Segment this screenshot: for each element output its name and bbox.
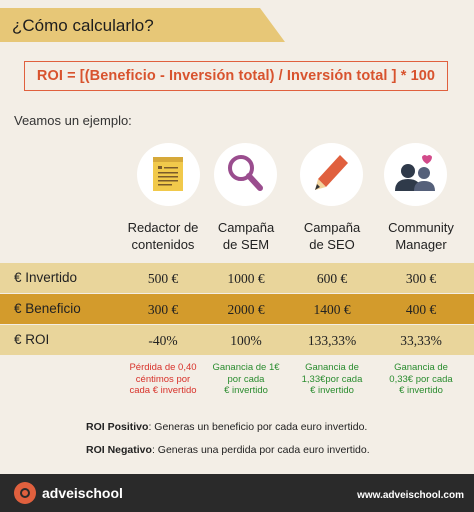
adveischool-logo-icon	[14, 482, 36, 504]
table-cell: -40%	[148, 333, 178, 348]
table-cell: 300 €	[147, 302, 179, 317]
note-community: Ganancia de 0,33€ por cada € invertido	[389, 362, 453, 396]
table-row-invertido: € Invertido 500 € 1000 € 600 € 300 €	[0, 263, 474, 293]
row-label: € ROI	[14, 332, 50, 347]
footer-brand: adveischool	[42, 485, 123, 501]
table-cell: 133,33%	[307, 333, 357, 348]
row-label: € Invertido	[14, 270, 78, 285]
note-sem: Ganancia de 1€ por cada € invertido	[212, 362, 280, 396]
roi-negative-explanation: ROI Negativo: Generas una perdida por ca…	[86, 444, 370, 456]
page-title: ¿Cómo calcularlo?	[12, 16, 154, 35]
row-label: € Beneficio	[14, 301, 81, 316]
column-header-redactor: Redactor de contenidos	[127, 220, 199, 252]
table-cell: 100%	[230, 333, 262, 348]
table-row-beneficio: € Beneficio 300 € 2000 € 1400 € 400 €	[0, 294, 474, 324]
table-cell: 33,33%	[400, 333, 442, 348]
column-header-sem: Campaña de SEM	[217, 220, 275, 252]
table-cell: 500 €	[147, 271, 179, 286]
table-cell: 1400 €	[313, 302, 351, 317]
table-row-roi: € ROI -40% 100% 133,33% 33,33%	[0, 325, 474, 355]
intro-text: Veamos un ejemplo:	[14, 113, 132, 128]
note-redactor: Pérdida de 0,40 céntimos por cada € inve…	[129, 362, 197, 396]
title-banner: ¿Cómo calcularlo?	[0, 8, 285, 42]
footer: adveischool www.adveischool.com	[0, 474, 474, 512]
magnifier-icon	[214, 143, 277, 206]
table-cell: 300 €	[405, 271, 437, 286]
table-cell: 1000 €	[227, 271, 265, 286]
roi-formula: ROI = [(Beneficio - Inversión total) / I…	[36, 68, 436, 84]
table-cell: 600 €	[316, 271, 348, 286]
table-cell: 400 €	[405, 302, 437, 317]
column-header-community: Community Manager	[388, 220, 454, 252]
document-icon	[137, 143, 200, 206]
table-cell: 2000 €	[227, 302, 265, 317]
formula-box: ROI = [(Beneficio - Inversión total) / I…	[24, 61, 448, 91]
roi-positive-explanation: ROI Positivo: Generas un beneficio por c…	[86, 421, 368, 433]
note-seo: Ganancia de 1,33€por cada € invertido	[301, 362, 363, 396]
footer-url[interactable]: www.adveischool.com	[357, 490, 464, 501]
pencil-icon	[300, 143, 363, 206]
people-heart-icon	[384, 143, 447, 206]
column-header-seo: Campaña de SEO	[303, 220, 361, 252]
